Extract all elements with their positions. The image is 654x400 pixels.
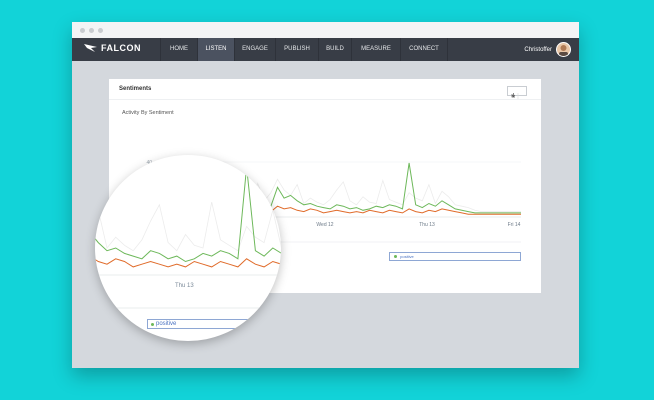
x-tick-label: Fri 14 bbox=[508, 222, 521, 228]
user-menu[interactable]: Christoffer bbox=[524, 42, 571, 57]
nav-home[interactable]: HOME bbox=[160, 38, 197, 61]
magnified-legend[interactable]: positive bbox=[147, 319, 267, 329]
panel-header: Sentiments bbox=[109, 79, 541, 100]
panel-title: Sentiments bbox=[119, 86, 152, 92]
window-titlebar bbox=[72, 22, 579, 38]
legend-filter[interactable]: positive bbox=[389, 252, 521, 261]
series-line-0 bbox=[95, 166, 281, 263]
x-tick-label: Thu 13 bbox=[419, 222, 435, 228]
chart-magnifier: Thu 13 positive bbox=[95, 155, 281, 341]
brand-logo[interactable]: FALCON bbox=[84, 43, 141, 53]
legend-swatch bbox=[151, 323, 154, 326]
brand-name: FALCON bbox=[101, 43, 141, 53]
legend-label: positive bbox=[156, 321, 177, 327]
window-dot-close[interactable] bbox=[80, 28, 85, 33]
top-navbar: FALCON HOME LISTEN ENGAGE PUBLISH BUILD … bbox=[72, 38, 579, 61]
series-line-1 bbox=[95, 258, 281, 268]
window-dot-minimize[interactable] bbox=[89, 28, 94, 33]
nav-publish[interactable]: PUBLISH bbox=[275, 38, 318, 61]
window-dot-maximize[interactable] bbox=[98, 28, 103, 33]
magnified-line-chart bbox=[95, 166, 281, 309]
avatar[interactable] bbox=[556, 42, 571, 57]
nav-listen[interactable]: LISTEN bbox=[197, 38, 234, 61]
falcon-icon bbox=[84, 44, 97, 52]
series-line-2 bbox=[95, 202, 281, 252]
download-icon bbox=[511, 93, 519, 99]
nav-build[interactable]: BUILD bbox=[318, 38, 351, 61]
x-tick-label: Wed 12 bbox=[316, 222, 333, 228]
chart-label: Activity By Sentiment bbox=[122, 110, 174, 116]
magnified-x-tick: Thu 13 bbox=[175, 283, 194, 289]
legend-swatch bbox=[394, 255, 397, 258]
nav-engage[interactable]: ENGAGE bbox=[234, 38, 275, 61]
user-name: Christoffer bbox=[524, 46, 552, 53]
legend-label: positive bbox=[400, 254, 414, 259]
nav-measure[interactable]: MEASURE bbox=[351, 38, 400, 61]
user-avatar-icon bbox=[559, 45, 568, 56]
nav-connect[interactable]: CONNECT bbox=[400, 38, 448, 61]
export-button[interactable] bbox=[507, 86, 527, 99]
